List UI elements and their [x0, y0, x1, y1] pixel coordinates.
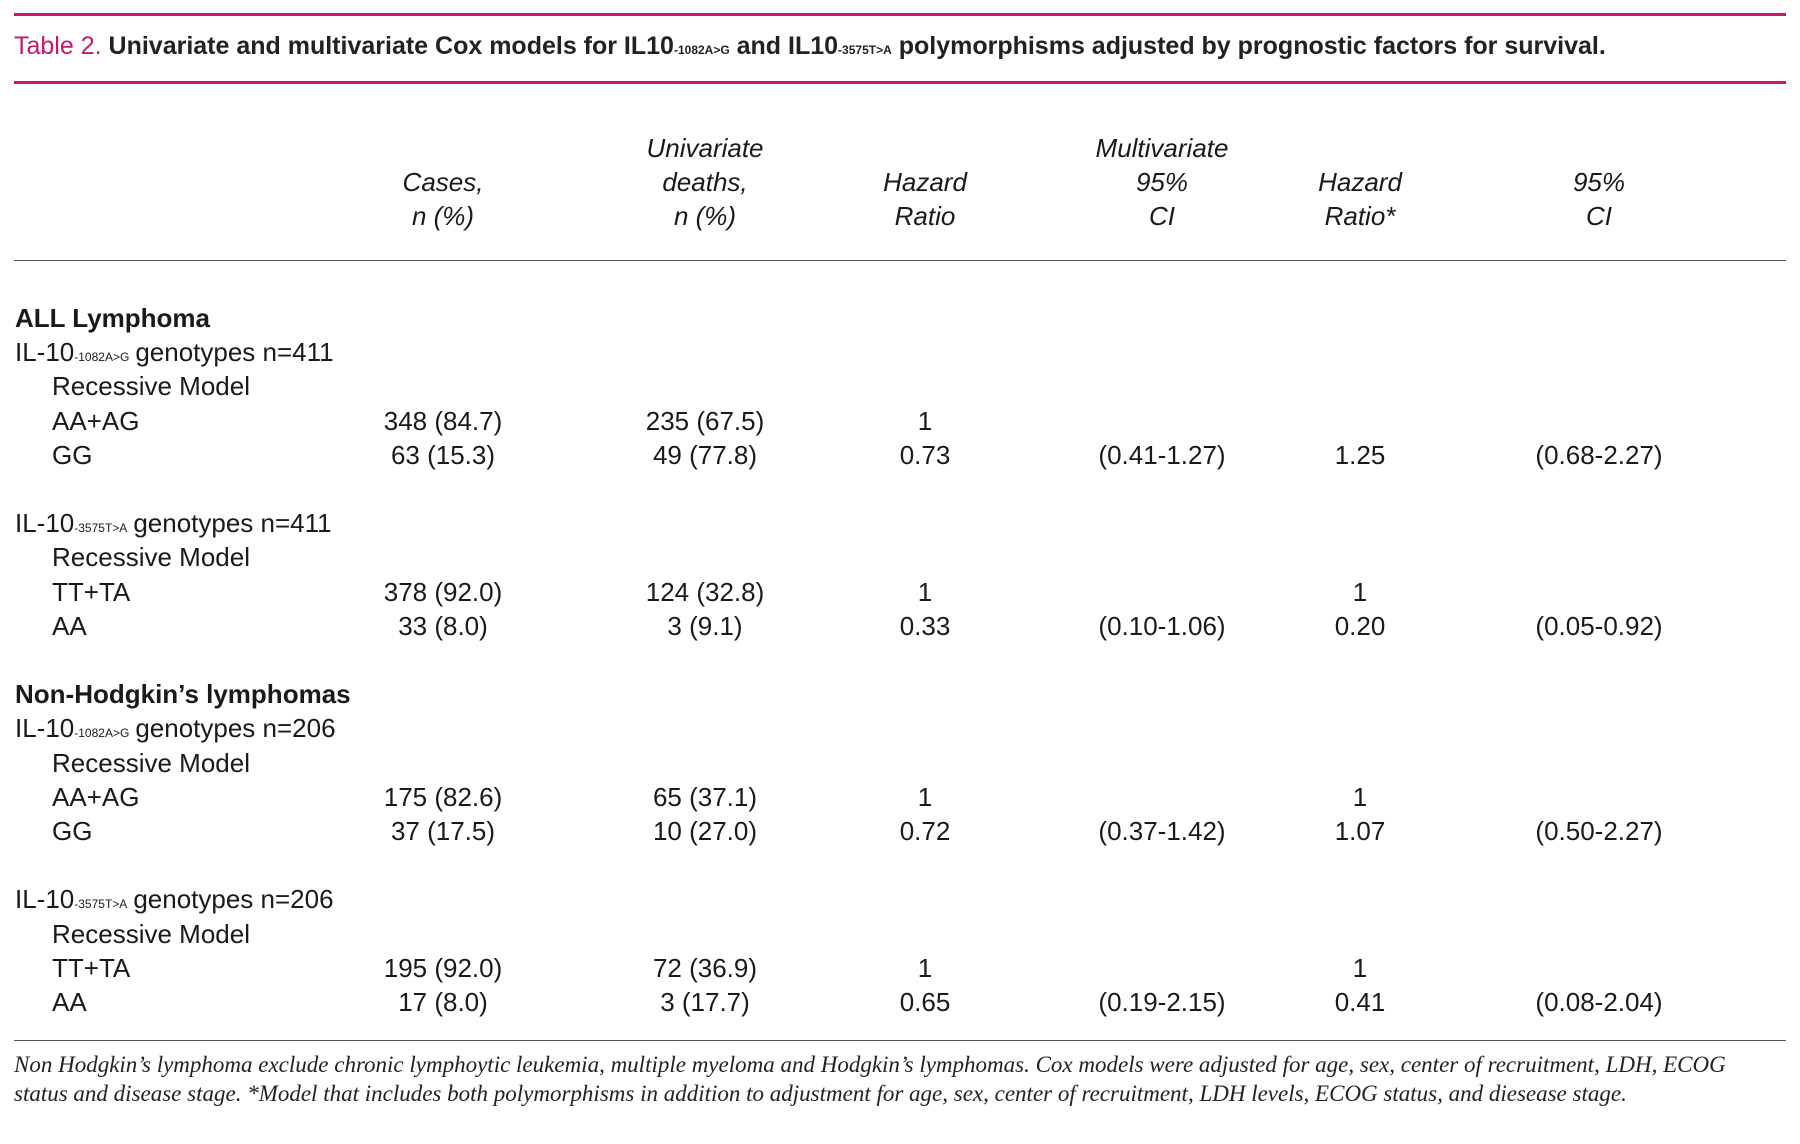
cell-value: 0.41: [1334, 987, 1386, 1017]
gene-subscript: -1082A>G: [74, 726, 130, 741]
column-header: Hazard: [1318, 167, 1402, 197]
genotypes: genotypes n=411: [133, 508, 332, 539]
cell-value: (0.19-2.15): [1098, 987, 1226, 1017]
row-label: AA+AG: [52, 781, 140, 812]
caption-text: polymorphisms adjusted by prognostic fac…: [898, 32, 1606, 60]
column-header: 95%: [1572, 167, 1626, 197]
cell-value: 3 (9.1): [667, 610, 743, 641]
cell-value: 0.65: [899, 987, 951, 1017]
column-header: CI: [1586, 201, 1612, 231]
gene: IL-10: [15, 508, 75, 539]
cell-value: 0.33: [899, 610, 951, 641]
cell-value: 124 (32.8): [645, 576, 765, 607]
gene-row: IL-10-3575T>A genotypes n=411: [15, 508, 332, 543]
cell-value: 1: [1352, 576, 1368, 607]
model: Recessive Model: [52, 747, 250, 778]
caption-subscript: -3575T>A: [838, 43, 892, 57]
cell-value: 10 (27.0): [652, 816, 758, 846]
cell-value: 0.73: [899, 439, 951, 470]
cell-value: 348 (84.7): [383, 405, 503, 436]
column-header: Ratio: [894, 201, 956, 231]
gene: IL-10: [15, 884, 75, 915]
section-title: Non-Hodgkin’s lymphomas: [15, 679, 351, 710]
cell-value: 33 (8.0): [398, 610, 488, 641]
cell-value: 17 (8.0): [398, 987, 488, 1017]
cell-value: 1: [917, 952, 933, 983]
model: Recessive Model: [52, 918, 250, 949]
cell-value: 235 (67.5): [645, 405, 765, 436]
gene: IL-10: [15, 713, 75, 744]
model: Recessive Model: [52, 371, 250, 402]
cell-value: 195 (92.0): [383, 952, 503, 983]
row-label: AA+AG: [52, 405, 140, 436]
cell-value: 49 (77.8): [652, 439, 758, 470]
row-label: TT+TA: [52, 576, 131, 607]
cell-value: (0.10-1.06): [1098, 610, 1226, 641]
cell-value: 1.07: [1334, 816, 1386, 846]
caption-text: and IL10: [736, 32, 839, 60]
caption-text: Univariate and multivariate Cox models f…: [108, 32, 674, 60]
cell-value: (0.68-2.27): [1535, 439, 1663, 470]
row-label: AA: [52, 987, 87, 1017]
column-header: n (%): [673, 201, 737, 231]
bottom-rule: [14, 1040, 1786, 1041]
column-header: Hazard: [883, 167, 967, 197]
cell-value: 1: [917, 576, 933, 607]
caption-subscript: -1082A>G: [673, 43, 730, 57]
gene-subscript: -1082A>G: [74, 350, 130, 365]
gene: IL-10: [15, 337, 75, 368]
gene-subscript: -3575T>A: [74, 521, 128, 536]
genotypes: genotypes n=411: [135, 337, 334, 368]
cell-value: 65 (37.1): [652, 781, 758, 812]
cell-value: (0.37-1.42): [1098, 816, 1226, 846]
top-rule: [14, 13, 1786, 16]
cell-value: 0.20: [1334, 610, 1386, 641]
cell-value: 1: [917, 781, 933, 812]
cell-value: 3 (17.7): [660, 987, 750, 1017]
model: Recessive Model: [52, 542, 250, 573]
column-header: Ratio*: [1324, 201, 1396, 231]
column-header: 95%: [1135, 167, 1189, 197]
cell-value: 1: [917, 405, 933, 436]
caption-rule: [14, 81, 1786, 84]
gene-subscript: -3575T>A: [74, 897, 128, 912]
section-title: ALL Lymphoma: [15, 303, 211, 333]
cell-value: 175 (82.6): [383, 781, 503, 812]
column-header: Univariate: [646, 133, 764, 163]
cell-value: 72 (36.9): [652, 952, 758, 983]
row-label: TT+TA: [52, 952, 131, 983]
cell-value: (0.50-2.27): [1535, 816, 1663, 846]
cell-value: 1: [1352, 952, 1368, 983]
genotypes: genotypes n=206: [133, 884, 334, 915]
gene-row: IL-10-1082A>G genotypes n=206: [15, 713, 336, 748]
cell-value: 0.72: [899, 816, 951, 846]
genotypes: genotypes n=206: [135, 713, 336, 744]
column-header: deaths,: [662, 167, 748, 197]
cell-value: (0.41-1.27): [1098, 439, 1226, 470]
cell-value: (0.05-0.92): [1535, 610, 1663, 641]
header-rule: [14, 260, 1786, 261]
column-header: n (%): [411, 201, 475, 231]
row-label: AA: [52, 610, 87, 641]
cell-value: 378 (92.0): [383, 576, 503, 607]
column-header: Cases,: [402, 167, 484, 197]
gene-row: IL-10-1082A>G genotypes n=411: [15, 337, 334, 372]
row-label: GG: [52, 816, 93, 846]
caption: Table 2. Univariate and multivariate Cox…: [14, 32, 1606, 61]
cell-value: 1.25: [1334, 439, 1386, 470]
column-header: Multivariate: [1095, 133, 1229, 163]
cell-value: 63 (15.3): [390, 439, 496, 470]
cell-value: 37 (17.5): [390, 816, 496, 846]
column-header: CI: [1149, 201, 1175, 231]
cell-value: (0.08-2.04): [1535, 987, 1663, 1017]
caption-label: Table 2.: [14, 32, 102, 60]
cell-value: 1: [1352, 781, 1368, 812]
gene-row: IL-10-3575T>A genotypes n=206: [15, 884, 334, 919]
row-label: GG: [52, 439, 93, 470]
footnote: Non Hodgkin’s lymphoma exclude chronic l…: [14, 1052, 1726, 1106]
